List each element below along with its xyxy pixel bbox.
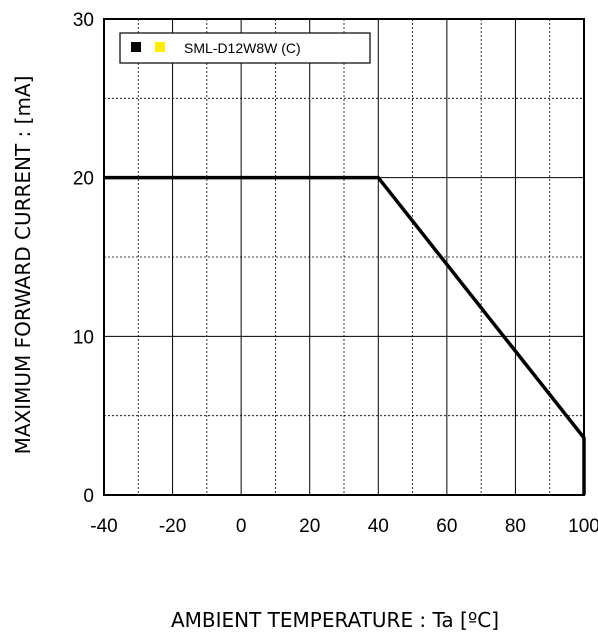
legend-label: SML-D12W8W (C) xyxy=(184,40,301,56)
y-tick-labels: 0 10 20 30 xyxy=(73,10,94,507)
x-tick-label: 40 xyxy=(368,516,389,537)
y-tick-label: 30 xyxy=(73,10,94,31)
grid-minor xyxy=(104,19,584,495)
y-axis-title: MAXIMUM FORWARD CURRENT : [mA] xyxy=(11,76,35,455)
legend-swatch-yellow xyxy=(155,42,165,52)
series-layer xyxy=(104,175,586,495)
x-tick-label: 100 xyxy=(568,516,598,537)
x-tick-label: 60 xyxy=(436,516,457,537)
x-axis-title: AMBIENT TEMPERATURE : Ta [ºC] xyxy=(171,608,499,632)
x-tick-label: -20 xyxy=(159,516,186,537)
series-line xyxy=(104,175,586,495)
x-tick-labels: -40 -20 0 20 40 60 80 100 xyxy=(90,516,598,537)
x-tick-label: 20 xyxy=(299,516,320,537)
x-tick-label: 0 xyxy=(236,516,247,537)
legend-swatch-black xyxy=(131,42,141,52)
legend: SML-D12W8W (C) xyxy=(119,32,371,64)
y-tick-label: 0 xyxy=(83,486,94,507)
x-tick-label: 80 xyxy=(505,516,526,537)
y-tick-label: 20 xyxy=(73,169,94,190)
legend-box xyxy=(119,32,371,64)
grid-major xyxy=(104,19,584,495)
y-tick-label: 10 xyxy=(73,327,94,348)
plot-frame xyxy=(103,18,585,496)
x-tick-label: -40 xyxy=(90,516,117,537)
